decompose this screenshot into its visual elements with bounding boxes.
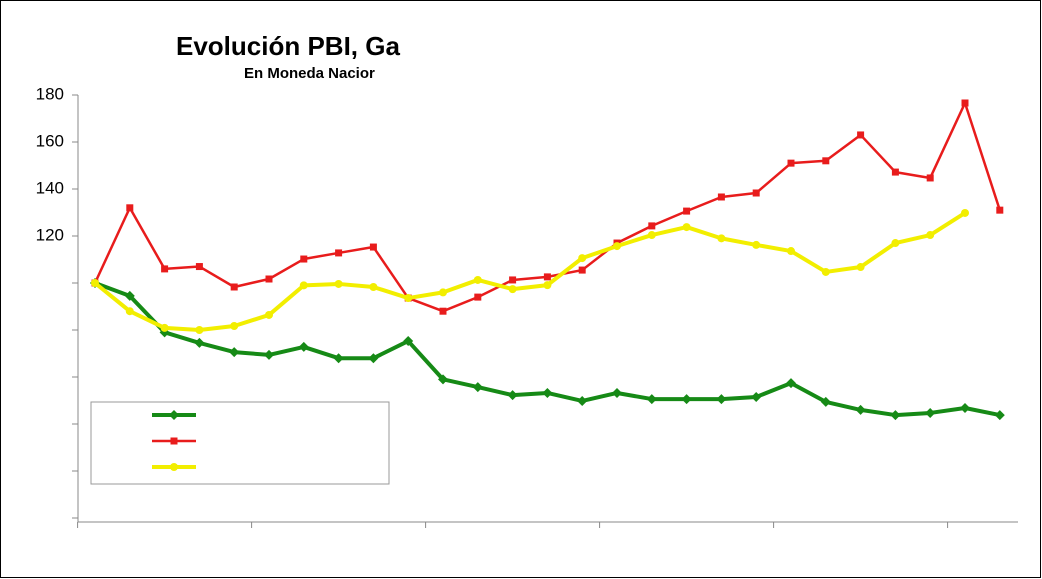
point bbox=[646, 394, 657, 405]
point bbox=[960, 403, 970, 414]
point bbox=[682, 223, 691, 232]
point bbox=[298, 341, 309, 352]
point bbox=[577, 395, 588, 406]
point bbox=[612, 387, 622, 398]
y-tick-label: 160 bbox=[36, 131, 64, 150]
point bbox=[820, 396, 831, 407]
point bbox=[403, 336, 414, 347]
point bbox=[787, 159, 795, 167]
point bbox=[472, 382, 483, 393]
point bbox=[751, 391, 762, 402]
point bbox=[787, 247, 795, 256]
point bbox=[170, 463, 178, 471]
point bbox=[169, 410, 179, 420]
point bbox=[438, 374, 448, 385]
y-tick-label: 120 bbox=[36, 225, 64, 244]
series-line bbox=[93, 211, 967, 332]
point bbox=[786, 378, 796, 389]
point bbox=[161, 265, 169, 273]
legend bbox=[90, 401, 390, 485]
point bbox=[265, 310, 273, 319]
point bbox=[891, 168, 899, 176]
point bbox=[474, 293, 482, 301]
point bbox=[265, 275, 273, 283]
point bbox=[160, 323, 169, 332]
point bbox=[508, 285, 517, 294]
point bbox=[369, 282, 378, 291]
point bbox=[926, 174, 934, 182]
point bbox=[890, 410, 901, 421]
point bbox=[681, 394, 692, 405]
point bbox=[648, 222, 656, 230]
point bbox=[195, 326, 204, 334]
point bbox=[333, 353, 344, 364]
point bbox=[647, 231, 656, 240]
chart-title: Evolución PBI, Ga bbox=[176, 31, 400, 61]
point bbox=[717, 234, 726, 243]
y-tick-label: 180 bbox=[36, 84, 64, 103]
point bbox=[578, 254, 587, 263]
point bbox=[891, 239, 900, 248]
point bbox=[439, 307, 447, 315]
point bbox=[473, 275, 482, 284]
point bbox=[613, 242, 621, 251]
point bbox=[170, 437, 178, 445]
point bbox=[821, 267, 830, 276]
chart-subtitle: En Moneda Nacior bbox=[244, 65, 375, 82]
point bbox=[996, 206, 1004, 214]
y-tick-label: 140 bbox=[36, 178, 64, 197]
point bbox=[855, 404, 866, 415]
point bbox=[717, 193, 725, 201]
point bbox=[752, 189, 760, 197]
point bbox=[195, 263, 203, 271]
point bbox=[683, 207, 691, 215]
point bbox=[124, 290, 135, 301]
point bbox=[578, 266, 586, 274]
point bbox=[334, 279, 343, 288]
point bbox=[857, 131, 865, 139]
point bbox=[822, 157, 830, 165]
point bbox=[299, 281, 308, 290]
point bbox=[404, 294, 413, 303]
point bbox=[542, 387, 553, 398]
point bbox=[509, 276, 517, 284]
point bbox=[961, 208, 969, 217]
point bbox=[368, 353, 379, 364]
point bbox=[230, 322, 239, 331]
point bbox=[91, 279, 99, 287]
point bbox=[926, 231, 935, 240]
point bbox=[439, 288, 447, 297]
point bbox=[752, 240, 761, 249]
point bbox=[126, 204, 134, 212]
point bbox=[994, 410, 1005, 421]
point bbox=[716, 394, 727, 405]
point bbox=[507, 390, 518, 401]
point bbox=[230, 283, 238, 291]
point bbox=[229, 347, 240, 358]
point bbox=[125, 307, 134, 316]
point bbox=[264, 349, 274, 360]
point bbox=[856, 263, 865, 272]
point bbox=[335, 249, 343, 257]
point bbox=[194, 337, 205, 348]
point bbox=[543, 281, 552, 290]
point bbox=[961, 99, 969, 107]
point bbox=[300, 255, 308, 263]
point bbox=[369, 243, 377, 251]
point bbox=[543, 273, 551, 281]
point bbox=[925, 407, 936, 418]
